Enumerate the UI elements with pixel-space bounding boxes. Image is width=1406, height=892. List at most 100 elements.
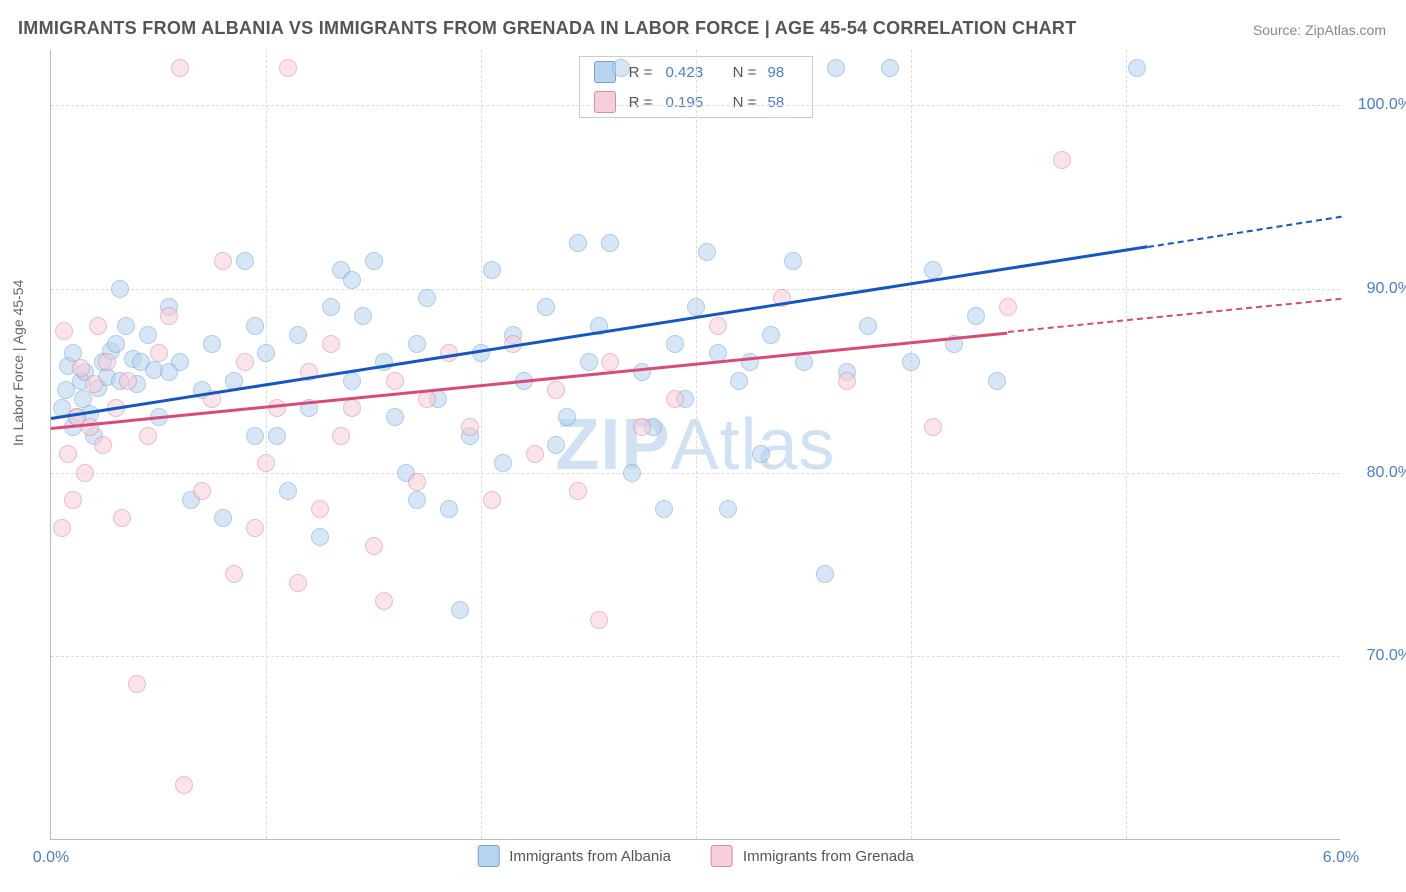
data-point-albania [236,252,254,270]
data-point-albania [418,289,436,307]
data-point-albania [547,436,565,454]
data-point-albania [343,271,361,289]
data-point-albania [365,252,383,270]
data-point-albania [408,335,426,353]
data-point-grenada [76,464,94,482]
data-point-grenada [193,482,211,500]
data-point-albania [601,234,619,252]
source-attribution: Source: ZipAtlas.com [1253,22,1386,38]
data-point-albania [160,363,178,381]
gridline-v [696,50,697,839]
data-point-albania [655,500,673,518]
data-point-albania [279,482,297,500]
data-point-grenada [375,592,393,610]
gridline-v [266,50,267,839]
data-point-albania [698,243,716,261]
data-point-grenada [113,509,131,527]
data-point-grenada [175,776,193,794]
data-point-grenada [55,322,73,340]
data-point-grenada [119,372,137,390]
data-point-albania [762,326,780,344]
data-point-albania [881,59,899,77]
data-point-albania [214,509,232,527]
swatch-albania [477,845,499,867]
data-point-grenada [709,317,727,335]
data-point-albania [784,252,802,270]
data-point-albania [494,454,512,472]
data-point-grenada [246,519,264,537]
data-point-grenada [225,565,243,583]
data-point-albania [558,408,576,426]
data-point-albania [246,427,264,445]
data-point-grenada [289,574,307,592]
data-point-albania [666,335,684,353]
data-point-albania [322,298,340,316]
data-point-albania [580,353,598,371]
trendline-albania-ext [1147,215,1341,247]
data-point-albania [203,335,221,353]
gridline-v [481,50,482,839]
data-point-albania [795,353,813,371]
data-point-albania [440,500,458,518]
chart-title: IMMIGRANTS FROM ALBANIA VS IMMIGRANTS FR… [18,18,1077,39]
data-point-grenada [279,59,297,77]
data-point-albania [246,317,264,335]
data-point-grenada [1053,151,1071,169]
data-point-grenada [322,335,340,353]
data-point-albania [257,344,275,362]
data-point-grenada [999,298,1017,316]
data-point-grenada [569,482,587,500]
gridline-v [911,50,912,839]
data-point-grenada [85,375,103,393]
y-axis-title: In Labor Force | Age 45-54 [10,280,26,446]
data-point-grenada [89,317,107,335]
swatch-grenada [711,845,733,867]
data-point-albania [719,500,737,518]
y-tick-label: 80.0% [1367,464,1406,482]
data-point-grenada [332,427,350,445]
data-point-grenada [64,491,82,509]
data-point-grenada [171,59,189,77]
data-point-grenada [94,436,112,454]
data-point-albania [111,280,129,298]
data-point-grenada [838,372,856,390]
data-point-albania [139,326,157,344]
y-tick-label: 70.0% [1367,647,1406,665]
y-tick-label: 100.0% [1358,96,1406,114]
data-point-grenada [547,381,565,399]
data-point-grenada [924,418,942,436]
data-point-grenada [72,359,90,377]
data-point-albania [623,464,641,482]
data-point-albania [386,408,404,426]
data-point-grenada [408,473,426,491]
data-point-grenada [601,353,619,371]
series-legend: Immigrants from Albania Immigrants from … [477,845,914,867]
legend-item-albania: Immigrants from Albania [477,845,671,867]
data-point-grenada [461,418,479,436]
data-point-albania [687,298,705,316]
data-point-grenada [59,445,77,463]
swatch-grenada [594,91,616,113]
data-point-grenada [526,445,544,463]
data-point-grenada [53,519,71,537]
data-point-albania [483,261,501,279]
trendline-grenada-ext [1008,298,1341,333]
y-tick-label: 90.0% [1367,280,1406,298]
data-point-albania [408,491,426,509]
data-point-grenada [160,307,178,325]
data-point-albania [752,445,770,463]
x-tick-label: 0.0% [33,849,69,867]
data-point-albania [107,335,125,353]
data-point-albania [816,565,834,583]
data-point-grenada [139,427,157,445]
data-point-albania [354,307,372,325]
data-point-albania [311,528,329,546]
data-point-grenada [128,675,146,693]
data-point-grenada [98,353,116,371]
data-point-grenada [236,353,254,371]
data-point-albania [730,372,748,390]
data-point-albania [451,601,469,619]
data-point-albania [902,353,920,371]
scatter-plot-area: ZIPAtlas R = 0.423 N = 98 R = 0.195 N = … [50,50,1340,840]
data-point-albania [612,59,630,77]
